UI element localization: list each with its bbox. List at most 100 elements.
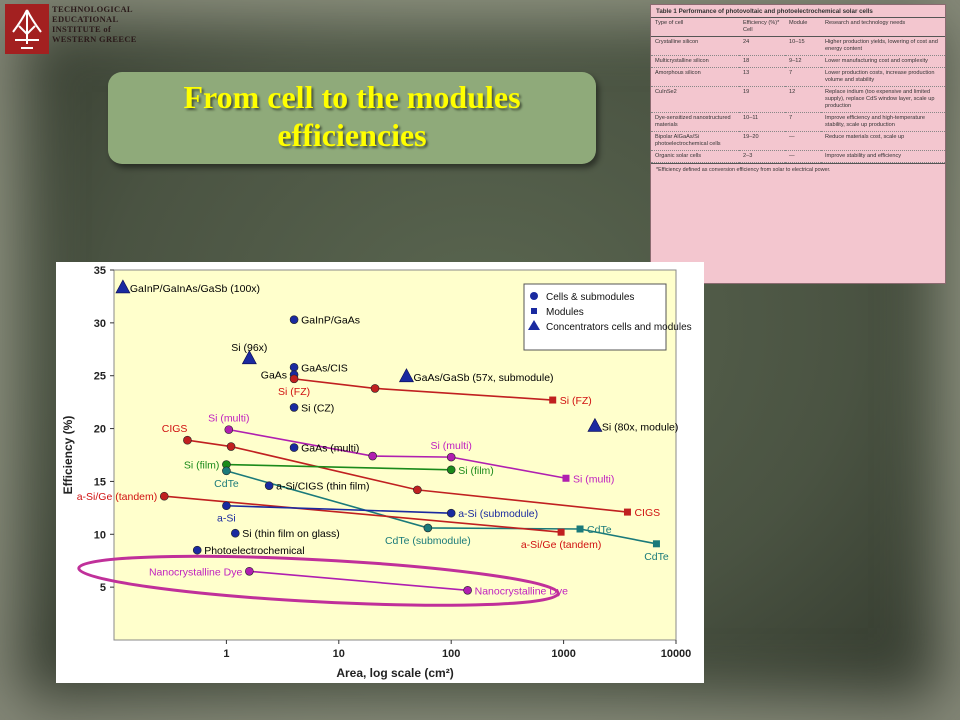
data-point-circle	[192, 545, 202, 555]
data-point-circle	[226, 442, 236, 451]
table-cell: Improve efficiency and high-temperature …	[821, 112, 945, 132]
data-label: Si (multi)	[430, 440, 471, 452]
data-point-triangle	[587, 417, 603, 432]
legend-box	[523, 283, 667, 351]
institution-line: INSTITUTE of	[52, 24, 112, 34]
table-cell: 19–20	[739, 131, 785, 151]
table-cell: 13	[739, 67, 785, 87]
data-point-square	[549, 396, 557, 404]
table-cell: Lower manufacturing cost and complexity	[821, 55, 945, 68]
table-cell: Higher production yields, lowering of co…	[821, 36, 945, 56]
data-label: Si (film)	[458, 465, 494, 477]
data-label: Si (film)	[184, 460, 220, 472]
data-label: Si (CZ)	[301, 402, 334, 414]
data-point-square	[557, 528, 565, 536]
data-point-circle	[423, 523, 433, 533]
data-point-circle	[446, 465, 456, 475]
y-tick-label: 5	[100, 582, 106, 594]
table-cell: 24	[739, 36, 785, 56]
table-cell: Lower production costs, increase product…	[821, 67, 945, 87]
legend-label: Cells & submodules	[546, 292, 634, 303]
data-point-circle	[446, 508, 456, 518]
data-point-square	[562, 474, 570, 482]
data-point-circle	[289, 443, 299, 452]
table-caption: Table 1 Performance of photovoltaic and …	[651, 5, 945, 18]
y-tick-label: 15	[94, 476, 106, 488]
x-tick-label: 1000	[551, 648, 575, 660]
data-point-circle	[224, 425, 234, 434]
table-cell: Organic solar cells	[651, 150, 739, 163]
data-label: Si (multi)	[208, 413, 249, 425]
data-label: a-Si/CIGS (thin film)	[276, 481, 369, 493]
data-point-triangle	[115, 279, 131, 294]
legend-marker-square	[531, 308, 537, 314]
data-label: Si (thin film on glass)	[242, 528, 339, 540]
data-label: CdTe	[214, 478, 239, 490]
y-tick-label: 35	[94, 265, 106, 277]
table-footnote: *Efficiency defined as conversion effici…	[651, 163, 945, 176]
y-tick-label: 25	[94, 371, 106, 383]
table-cell: Replace indium (too expensive and limite…	[821, 86, 945, 113]
table-cell: Reduce materials cost, scale up	[821, 131, 945, 151]
table-cell: —	[785, 131, 821, 151]
legend-label: Modules	[546, 307, 584, 318]
table-header: Type of cell	[651, 18, 739, 37]
x-tick-label: 10	[333, 648, 345, 660]
data-point-circle	[370, 384, 380, 393]
data-label: GaAs	[261, 370, 287, 382]
data-point-circle	[289, 403, 299, 412]
data-point-circle	[222, 501, 231, 511]
data-point-circle	[289, 374, 299, 384]
table-cell: 9–12	[785, 55, 821, 68]
data-label: CIGS	[162, 423, 188, 435]
data-point-circle	[289, 315, 299, 324]
chart-svg: 5 10 15 20 25 30 35 1 10 100 1000 10000 Area, log sc…	[61, 265, 692, 680]
table-cell: 2–3	[739, 150, 785, 163]
data-point-square	[576, 525, 584, 533]
y-tick-label: 20	[94, 424, 106, 436]
x-axis-label: Area, log scale (cm²)	[336, 666, 453, 680]
x-tick-label: 10000	[661, 648, 692, 660]
data-label: Si (80x, module)	[602, 421, 678, 433]
data-point-circle	[264, 481, 274, 490]
data-point-circle	[446, 452, 456, 462]
data-point-circle	[183, 435, 192, 445]
data-point-circle	[245, 566, 254, 576]
slide-title-line-2: efficiencies	[277, 117, 427, 153]
table-cell: Bipolar AlGaAs/Si photoelectrochemical c…	[651, 131, 739, 151]
data-label: Si (FZ)	[560, 395, 592, 407]
data-label: CdTe	[644, 551, 669, 563]
data-label: Nanocrystalline Dye	[149, 566, 243, 578]
institution-logo-icon	[5, 4, 49, 54]
data-label: a-Si/Ge (tandem)	[521, 539, 602, 551]
data-point-circle	[463, 586, 472, 595]
series-line	[164, 495, 562, 533]
highlight-ellipse	[77, 554, 560, 607]
table-cell: 7	[785, 67, 821, 87]
data-point-circle	[222, 466, 231, 476]
data-label: CdTe	[587, 524, 612, 536]
slide-title-box: From cell to the modules efficiencies	[108, 72, 596, 164]
data-label: a-Si	[217, 513, 236, 525]
table-cell: Crystalline silicon	[651, 36, 739, 56]
table-row: CuInSe2 19 12 Replace indium (too expensive…	[651, 86, 945, 113]
table-cell: Improve stability and efficiency	[821, 150, 945, 163]
institution-line: TECHNOLOGICAL	[52, 4, 133, 14]
institution-name: TECHNOLOGICAL EDUCATIONAL INSTITUTE of W…	[52, 4, 137, 44]
data-label: Photoelectrochemical	[204, 545, 304, 557]
data-label: CIGS	[634, 507, 660, 519]
table-cell: 18	[739, 55, 785, 68]
table-row: Crystalline silicon 24 10–15 Higher product…	[651, 36, 945, 56]
data-point-triangle	[398, 368, 414, 383]
data-label: GaAs/GaSb (57x, submodule)	[413, 372, 553, 384]
x-tick-label: 100	[442, 648, 460, 660]
institution-line: EDUCATIONAL	[52, 14, 119, 24]
data-label: Si (multi)	[573, 473, 614, 485]
data-point-square	[652, 540, 660, 548]
data-point-circle	[368, 451, 377, 461]
y-tick-label: 10	[94, 529, 106, 541]
series-line	[226, 463, 452, 471]
data-label: Nanocrystalline Dye	[475, 585, 569, 597]
data-label: GaInP/GaAs	[301, 315, 360, 327]
data-point-triangle	[241, 350, 257, 365]
